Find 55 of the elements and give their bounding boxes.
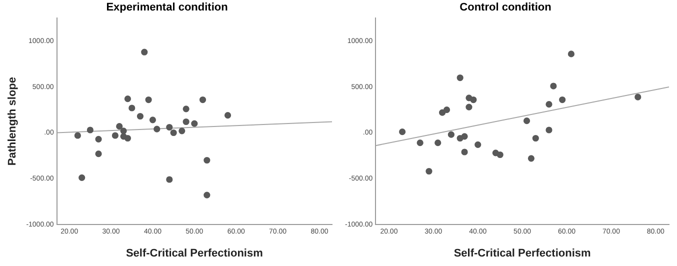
- point: [166, 176, 173, 183]
- point: [178, 128, 186, 134]
- point: [634, 94, 642, 100]
- point: [434, 140, 442, 146]
- point: [191, 120, 198, 127]
- point: [116, 123, 123, 130]
- point: [466, 104, 472, 110]
- point: [224, 112, 232, 119]
- point: [182, 106, 190, 112]
- point: [456, 74, 464, 82]
- point: [443, 106, 450, 114]
- point: [136, 112, 144, 120]
- point: [74, 132, 81, 139]
- point: [546, 101, 552, 108]
- point: [141, 48, 148, 56]
- point: [145, 96, 152, 104]
- point: [426, 168, 432, 175]
- point: [120, 128, 127, 134]
- y-axis-title: Pathlength slope: [6, 76, 19, 166]
- point: [154, 126, 160, 132]
- point: [439, 109, 446, 116]
- point: [399, 128, 406, 136]
- point: [182, 118, 190, 126]
- point: [124, 134, 132, 142]
- chart-title: Experimental condition: [106, 2, 228, 14]
- point: [149, 116, 156, 124]
- x-axis-title: Self-Critical Perfectionism: [126, 247, 264, 260]
- point: [568, 50, 575, 58]
- point: [461, 148, 468, 156]
- point: [416, 140, 424, 146]
- point: [204, 192, 210, 198]
- point: [166, 124, 173, 131]
- point: [532, 134, 539, 142]
- point: [86, 126, 94, 134]
- point: [128, 104, 136, 112]
- point: [124, 96, 132, 102]
- point: [528, 155, 535, 162]
- point: [470, 96, 477, 104]
- point: [474, 141, 482, 148]
- point: [496, 151, 504, 158]
- point: [523, 118, 530, 124]
- chart-title: Control condition: [460, 2, 552, 14]
- point: [448, 131, 454, 138]
- point: [546, 126, 552, 134]
- point: [95, 150, 102, 158]
- point: [461, 133, 468, 140]
- point: [550, 82, 557, 90]
- point: [559, 96, 566, 104]
- point: [112, 132, 119, 139]
- point: [170, 129, 177, 136]
- x-axis-title: Self-Critical Perfectionism: [454, 247, 591, 260]
- point: [204, 156, 210, 164]
- point: [78, 174, 86, 181]
- point: [95, 136, 102, 142]
- point: [199, 96, 206, 104]
